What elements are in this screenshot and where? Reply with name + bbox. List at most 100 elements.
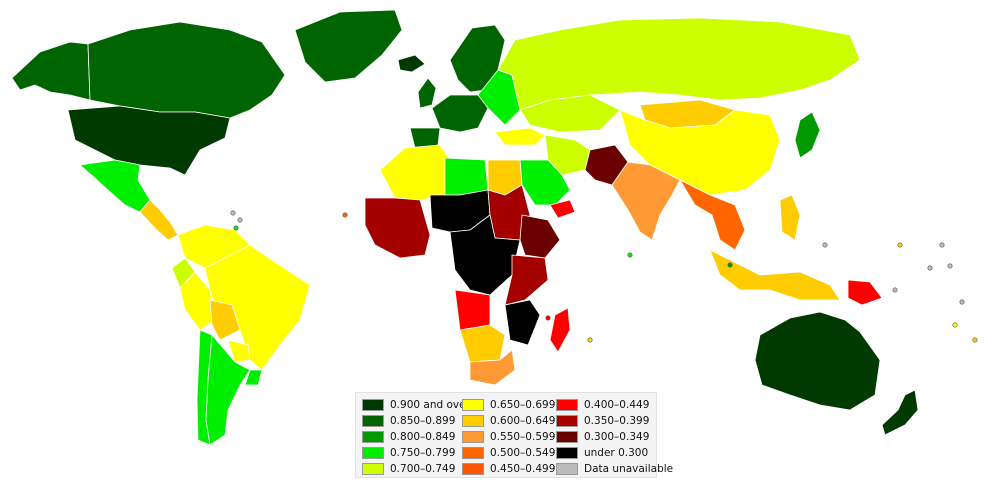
- island-marker: [233, 225, 239, 231]
- region-australia: [754, 311, 881, 411]
- island-marker: [727, 262, 733, 268]
- region-uruguay: [244, 369, 263, 386]
- legend-swatch: [462, 463, 484, 475]
- legend-label: 0.600–0.649: [490, 415, 556, 427]
- legend-label: 0.350–0.399: [584, 415, 650, 427]
- legend-label: 0.400–0.449: [584, 399, 650, 411]
- region-japan: [794, 111, 821, 159]
- island-marker: [939, 242, 945, 248]
- legend-swatch: [362, 431, 384, 443]
- region-southern-africa: [459, 324, 506, 363]
- island-marker: [927, 265, 933, 271]
- island-marker: [947, 263, 953, 269]
- legend-swatch: [556, 463, 578, 475]
- region-kazakhstan: [519, 94, 621, 133]
- legend-swatch: [556, 399, 578, 411]
- region-north-africa: [379, 144, 451, 201]
- island-marker: [545, 315, 551, 321]
- region-new-zealand: [881, 389, 919, 436]
- region-southeast-asia: [679, 179, 746, 251]
- legend-item: under 0.300: [556, 445, 673, 461]
- region-mozambique: [504, 299, 541, 346]
- legend-label: 0.850–0.899: [390, 415, 456, 427]
- island-marker: [822, 242, 828, 248]
- legend-swatch: [462, 415, 484, 427]
- island-marker: [237, 217, 243, 223]
- legend-item: 0.400–0.449: [556, 397, 673, 413]
- island-marker: [959, 299, 965, 305]
- legend-label: 0.450–0.499: [490, 463, 556, 475]
- legend-item: 0.650–0.699: [462, 397, 555, 413]
- legend-label: under 0.300: [584, 447, 649, 459]
- legend-item: 0.750–0.799: [362, 445, 470, 461]
- region-west-africa: [364, 197, 431, 259]
- legend-swatch: [362, 415, 384, 427]
- legend-item: 0.850–0.899: [362, 413, 470, 429]
- region-yemen: [549, 199, 576, 219]
- region-canada: [87, 21, 286, 119]
- legend-label: 0.700–0.749: [390, 463, 456, 475]
- region-central-america: [139, 199, 179, 241]
- island-marker: [627, 252, 633, 258]
- legend-item: 0.450–0.499: [462, 461, 555, 477]
- region-iceland: [397, 54, 426, 73]
- region-paraguay: [227, 339, 251, 363]
- island-marker: [897, 242, 903, 248]
- region-philippines: [779, 194, 801, 241]
- region-usa: [67, 105, 231, 176]
- legend-swatch: [462, 431, 484, 443]
- region-alaska: [11, 41, 91, 101]
- region-libya: [444, 157, 489, 196]
- region-mexico: [79, 159, 151, 213]
- island-marker: [892, 287, 898, 293]
- legend-item: Data unavailable: [556, 461, 673, 477]
- region-russia: [497, 17, 861, 111]
- region-india: [611, 161, 681, 241]
- legend-item: 0.800–0.849: [362, 429, 470, 445]
- region-papua-new-guinea: [847, 279, 883, 306]
- map-legend: 0.900 and over 0.850–0.899 0.800–0.849 0…: [355, 392, 673, 478]
- small-island-markers: [230, 210, 978, 343]
- legend-item: 0.300–0.349: [556, 429, 673, 445]
- legend-swatch: [362, 463, 384, 475]
- legend-column-1: 0.900 and over 0.850–0.899 0.800–0.849 0…: [362, 397, 470, 477]
- legend-swatch: [362, 447, 384, 459]
- legend-item: 0.500–0.549: [462, 445, 555, 461]
- legend-column-2: 0.650–0.699 0.600–0.649 0.550–0.599 0.50…: [462, 397, 555, 477]
- legend-item: 0.550–0.599: [462, 429, 555, 445]
- region-ethiopia: [519, 214, 561, 259]
- legend-column-3: 0.400–0.449 0.350–0.399 0.300–0.349 unde…: [556, 397, 673, 477]
- island-marker: [342, 212, 348, 218]
- island-marker: [587, 337, 593, 343]
- legend-label: 0.750–0.799: [390, 447, 456, 459]
- region-arabia: [519, 159, 571, 206]
- legend-item: 0.900 and over: [362, 397, 470, 413]
- region-argentina: [205, 334, 251, 446]
- legend-item: 0.600–0.649: [462, 413, 555, 429]
- legend-swatch: [462, 399, 484, 411]
- region-angola: [454, 289, 491, 331]
- region-western-europe: [431, 94, 489, 133]
- legend-label: 0.900 and over: [390, 399, 470, 411]
- legend-label: 0.800–0.849: [390, 431, 456, 443]
- region-east-africa: [504, 254, 549, 306]
- region-uk: [417, 77, 437, 109]
- island-marker: [230, 210, 236, 216]
- legend-swatch: [462, 447, 484, 459]
- legend-label: 0.650–0.699: [490, 399, 556, 411]
- region-madagascar: [549, 307, 571, 353]
- region-indonesia: [709, 249, 841, 301]
- island-marker: [952, 322, 958, 328]
- legend-swatch: [556, 431, 578, 443]
- region-south-africa: [469, 349, 516, 386]
- legend-item: 0.350–0.399: [556, 413, 673, 429]
- legend-swatch: [362, 399, 384, 411]
- region-turkey: [494, 127, 546, 146]
- legend-label: 0.500–0.549: [490, 447, 556, 459]
- island-marker: [972, 337, 978, 343]
- region-greenland: [294, 9, 403, 83]
- legend-swatch: [556, 415, 578, 427]
- legend-item: 0.700–0.749: [362, 461, 470, 477]
